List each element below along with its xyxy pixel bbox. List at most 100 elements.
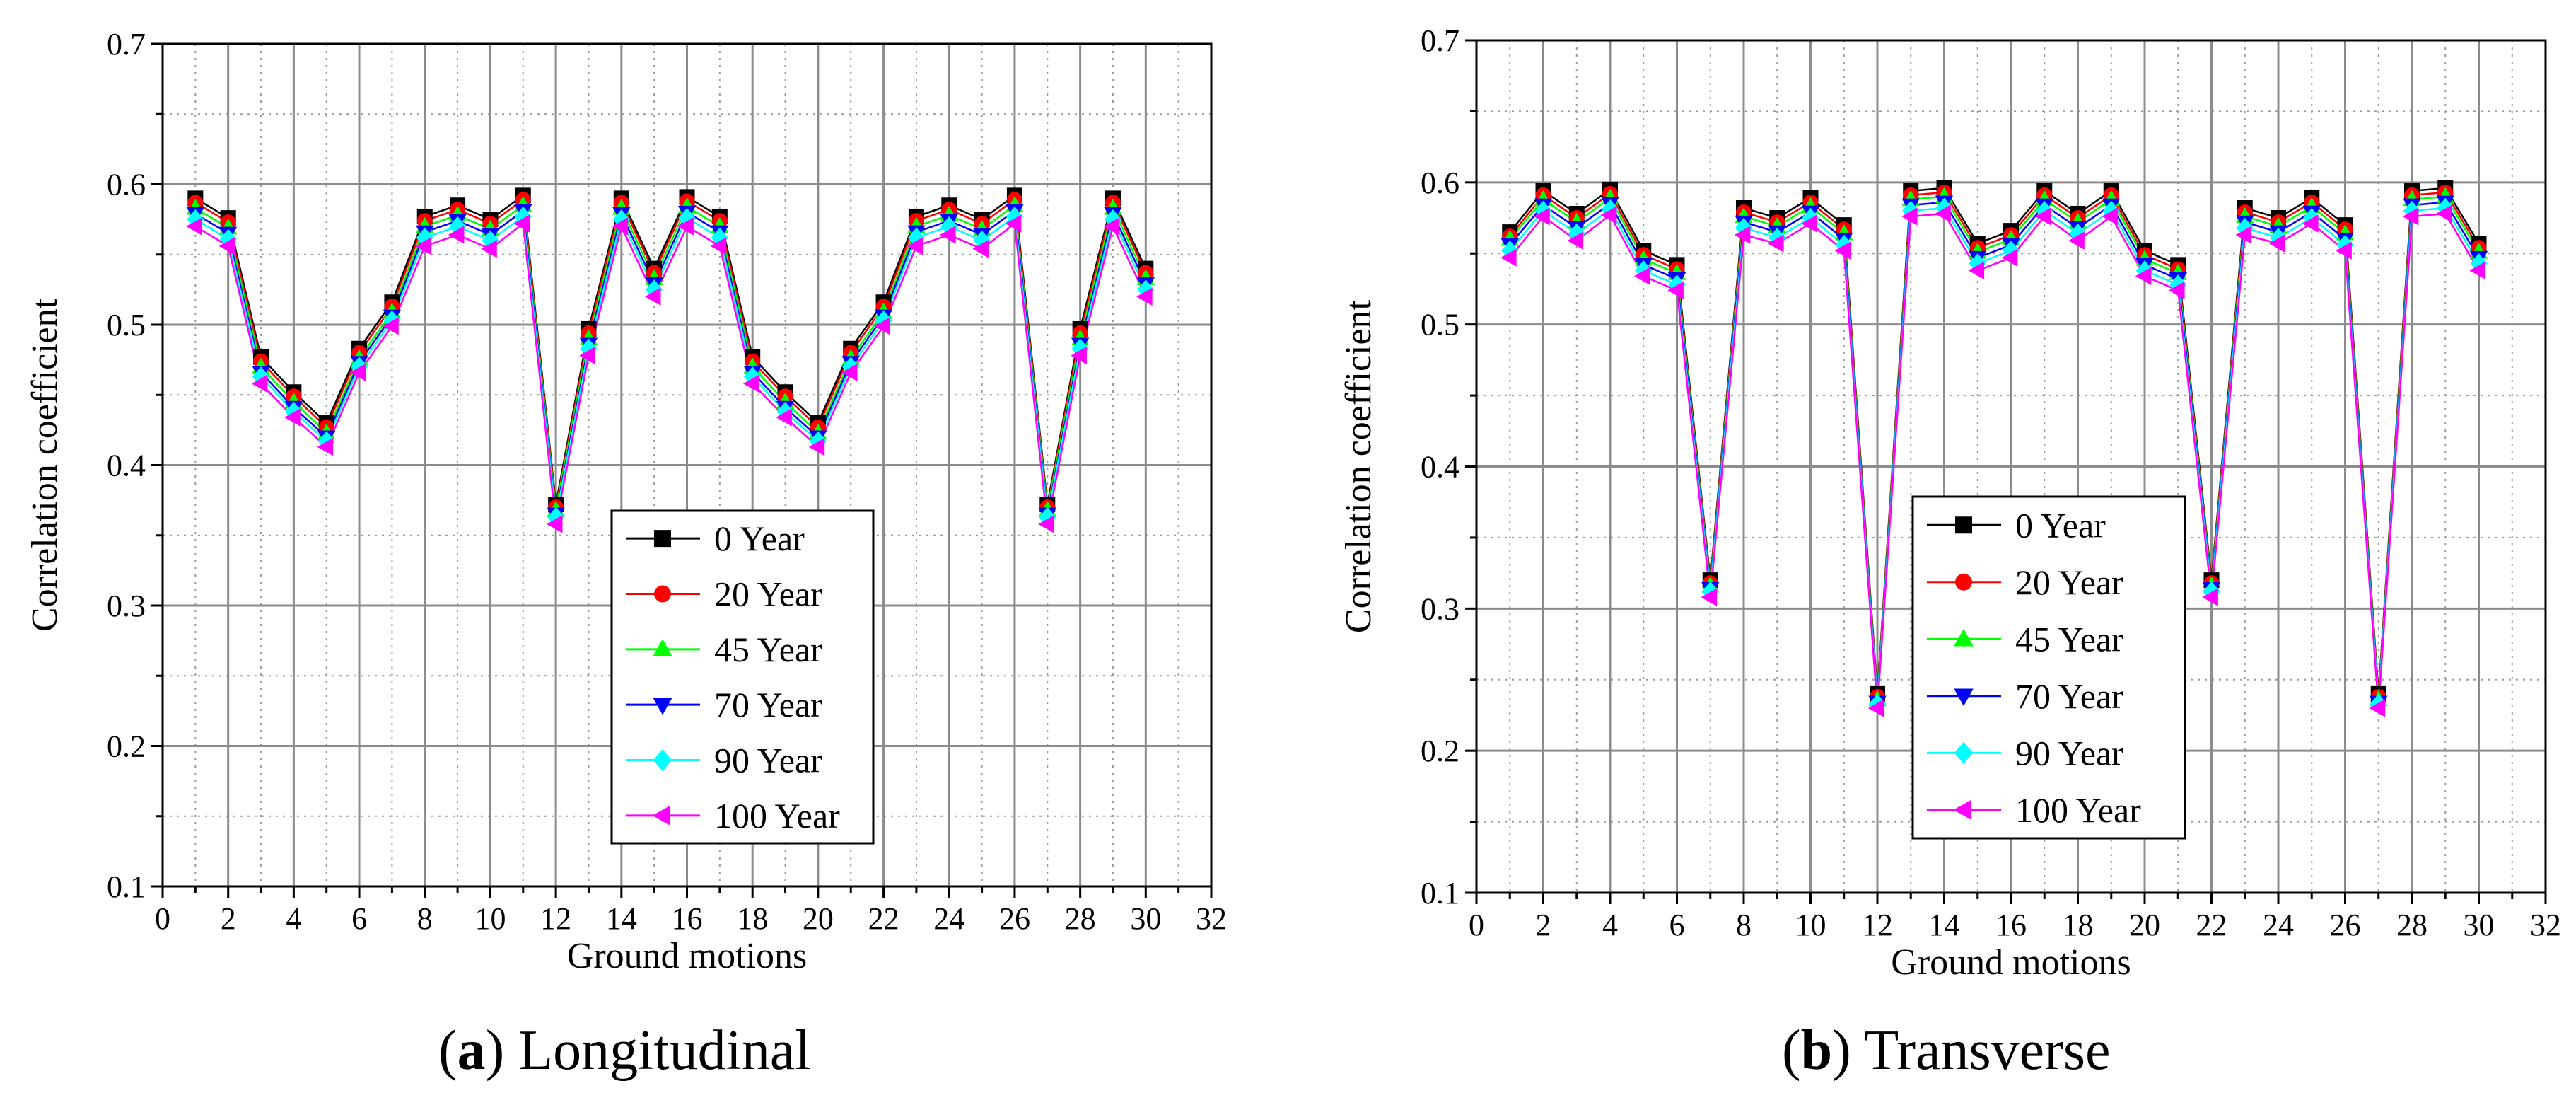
legend-label: 70 Year bbox=[2015, 676, 2123, 716]
legend-marker bbox=[653, 639, 672, 657]
legend-marker bbox=[1954, 741, 1974, 764]
data-point bbox=[481, 240, 497, 258]
y-tick-label: 0.5 bbox=[107, 308, 146, 342]
data-point bbox=[2068, 231, 2085, 250]
x-axis-title: Ground motions bbox=[567, 936, 807, 976]
x-tick-label: 12 bbox=[540, 901, 571, 936]
data-point bbox=[711, 227, 728, 248]
data-point bbox=[251, 374, 268, 393]
data-point bbox=[612, 217, 629, 236]
data-point bbox=[1969, 253, 1986, 274]
major-grid bbox=[1476, 40, 2546, 893]
x-tick-label: 6 bbox=[351, 901, 367, 936]
data-point bbox=[1668, 274, 1686, 295]
series-line bbox=[194, 198, 1147, 508]
y-tick-label: 0.4 bbox=[1421, 450, 1459, 485]
caption-a-label: a bbox=[457, 1019, 486, 1082]
y-tick-label: 0.1 bbox=[1421, 876, 1459, 910]
legend-label: 20 Year bbox=[2015, 562, 2123, 602]
data-point bbox=[317, 438, 334, 456]
legend-marker bbox=[653, 697, 672, 715]
x-tick-label: 26 bbox=[2330, 908, 2361, 942]
x-tick-label: 16 bbox=[1995, 908, 2027, 942]
legend-label: 90 Year bbox=[2015, 733, 2123, 773]
data-point bbox=[1500, 248, 1517, 267]
data-point bbox=[2035, 207, 2051, 226]
data-point bbox=[1071, 347, 1087, 365]
legend-label: 0 Year bbox=[714, 519, 805, 558]
legend-label: 70 Year bbox=[714, 685, 822, 724]
x-tick-label: 0 bbox=[155, 901, 170, 936]
x-tick-label: 10 bbox=[1795, 908, 1826, 942]
data-point bbox=[1104, 209, 1122, 230]
caption-a: (a) Longitudinal bbox=[438, 1019, 811, 1082]
x-tick-label: 18 bbox=[2063, 908, 2094, 942]
data-point bbox=[973, 230, 991, 251]
data-point bbox=[2302, 214, 2319, 233]
data-point bbox=[1935, 204, 1951, 223]
data-point bbox=[2135, 267, 2152, 286]
x-tick-label: 2 bbox=[221, 901, 236, 936]
data-point bbox=[284, 408, 301, 427]
y-tick-label: 0.4 bbox=[107, 449, 146, 483]
legend-label: 0 Year bbox=[2015, 505, 2106, 545]
y-tick-label: 0.3 bbox=[1421, 591, 1459, 626]
data-point bbox=[972, 240, 989, 258]
chart-panel-b: 0 2 4 6 8 10 12 14 16 18 20 22 24 26 28 30 320.10.20.30.… bbox=[1339, 23, 2561, 983]
caption-b-text: Transverse bbox=[1864, 1019, 2111, 1082]
data-point bbox=[1734, 226, 1751, 244]
data-point bbox=[1768, 227, 1786, 248]
x-tick-label: 32 bbox=[1196, 901, 1227, 936]
data-point bbox=[2402, 207, 2419, 226]
y-tick-label: 0.6 bbox=[1421, 166, 1459, 200]
data-point bbox=[186, 217, 202, 236]
y-tick-label: 0.5 bbox=[1421, 308, 1459, 342]
data-point bbox=[482, 230, 499, 251]
x-tick-label: 20 bbox=[2129, 908, 2160, 942]
x-tick-label: 8 bbox=[1736, 908, 1752, 942]
x-tick-label: 0 bbox=[1469, 908, 1484, 942]
data-point bbox=[579, 347, 595, 365]
data-point bbox=[874, 317, 890, 335]
data-point bbox=[2102, 207, 2119, 226]
series-line bbox=[194, 221, 1147, 525]
series-markers bbox=[1500, 204, 2485, 717]
y-tick-label: 0.2 bbox=[107, 729, 146, 764]
y-tick-label: 0.7 bbox=[1421, 23, 1459, 58]
data-point bbox=[644, 287, 661, 306]
data-point bbox=[2269, 227, 2287, 248]
legend: 0 Year 20 Year 45 Year 70 Year 90 Year 100 Ye… bbox=[610, 509, 875, 845]
x-tick-label: 22 bbox=[868, 901, 899, 936]
x-tick-label: 4 bbox=[1602, 908, 1618, 942]
legend-marker bbox=[1953, 799, 1971, 820]
data-point bbox=[1802, 207, 1819, 228]
data-point bbox=[1768, 234, 1784, 253]
legend-marker bbox=[652, 806, 670, 826]
x-tick-label: 32 bbox=[2530, 908, 2561, 942]
legend-label: 100 Year bbox=[714, 796, 840, 835]
data-point bbox=[1071, 338, 1089, 359]
data-point bbox=[2303, 207, 2321, 228]
caption-b: (b) Transverse bbox=[1782, 1019, 2111, 1082]
x-tick-label: 28 bbox=[2396, 908, 2428, 942]
data-point bbox=[940, 226, 956, 244]
data-point bbox=[907, 237, 923, 255]
legend-marker bbox=[1954, 688, 1974, 707]
data-point bbox=[2469, 261, 2485, 279]
data-point bbox=[1567, 231, 1584, 250]
legend-marker bbox=[1955, 573, 1972, 591]
data-point bbox=[776, 408, 792, 427]
series-line bbox=[194, 214, 1147, 518]
data-point bbox=[448, 216, 467, 237]
data-point bbox=[448, 226, 465, 244]
legend: 0 Year 20 Year 45 Year 70 Year 90 Year 100 Ye… bbox=[1911, 495, 2186, 840]
x-axis-title: Ground motions bbox=[1891, 942, 2131, 983]
x-tick-label: 8 bbox=[417, 901, 433, 936]
legend-box bbox=[1911, 495, 2186, 840]
legend-marker bbox=[654, 530, 671, 548]
data-point bbox=[677, 217, 694, 236]
x-tick-label: 12 bbox=[1862, 908, 1893, 942]
data-point bbox=[2202, 588, 2218, 606]
y-tick-label: 0.7 bbox=[107, 27, 146, 62]
